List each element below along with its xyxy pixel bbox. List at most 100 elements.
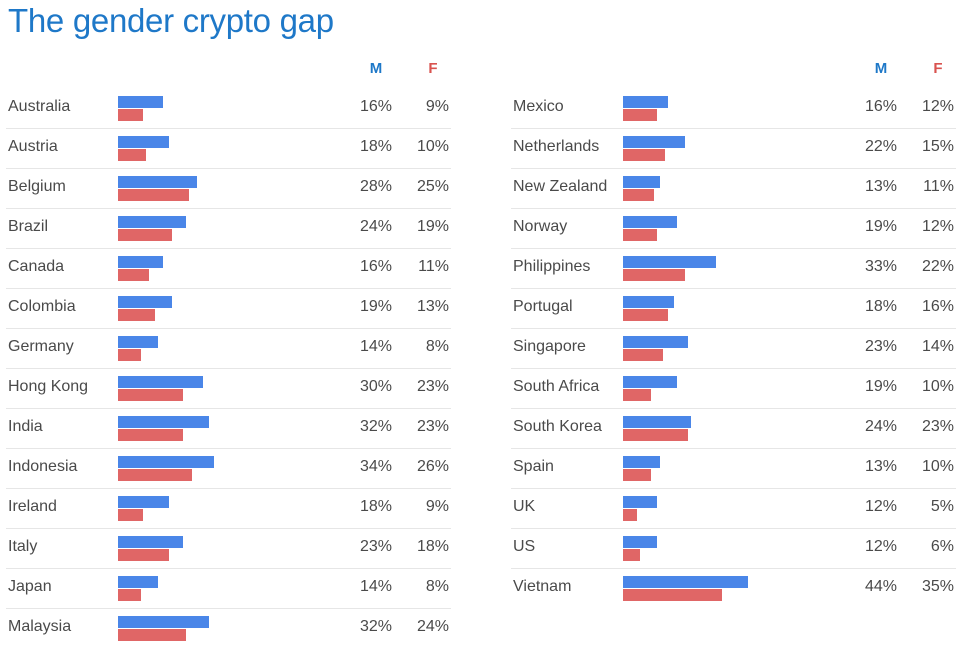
bar-m [623, 176, 660, 188]
country-label: Malaysia [8, 618, 72, 635]
table-row: Canada 16% 11% [6, 249, 451, 289]
value-f: 9% [425, 498, 449, 515]
country-label: Portugal [513, 298, 573, 315]
country-label: Philippines [513, 258, 591, 275]
bar-f [118, 429, 184, 441]
bar-m [118, 336, 158, 348]
bar-m [118, 536, 184, 548]
value-f: 11% [418, 258, 449, 275]
value-f: 10% [921, 458, 954, 475]
bar-m [623, 296, 674, 308]
country-label: Germany [8, 338, 74, 355]
bar-f [623, 269, 686, 281]
bar-f [118, 269, 150, 281]
value-f: 26% [416, 458, 449, 475]
bar-f [118, 389, 184, 401]
bar-f [118, 549, 169, 561]
country-label: Belgium [8, 178, 66, 195]
value-m: 16% [359, 98, 392, 115]
country-label: Japan [8, 578, 52, 595]
bar-f [623, 389, 652, 401]
table-row: Austria 18% 10% [6, 129, 451, 169]
table-row: UK 12% 5% [511, 489, 956, 529]
country-label: New Zealand [513, 178, 608, 195]
bar-f [623, 469, 652, 481]
chart-title: The gender crypto gap [8, 2, 334, 39]
bar-f [118, 629, 186, 641]
table-row: US 12% 6% [511, 529, 956, 569]
country-label: Colombia [8, 298, 76, 315]
bar-m [118, 416, 209, 428]
header-m: M [874, 60, 888, 77]
value-f: 23% [921, 418, 954, 435]
bar-f [118, 309, 155, 321]
bar-m [118, 576, 158, 588]
table-row: Philippines 33% 22% [511, 249, 956, 289]
value-f: 12% [921, 218, 954, 235]
table-row: Hong Kong 30% 23% [6, 369, 451, 409]
value-f: 12% [921, 98, 954, 115]
value-m: 18% [864, 298, 897, 315]
table-row: Italy 23% 18% [6, 529, 451, 569]
value-m: 24% [864, 418, 897, 435]
bar-m [623, 336, 689, 348]
value-f: 18% [416, 538, 449, 555]
bar-m [623, 96, 669, 108]
value-m: 23% [864, 338, 897, 355]
country-label: Australia [8, 98, 71, 115]
bar-m [118, 216, 186, 228]
country-label: Canada [8, 258, 65, 275]
bar-m [118, 456, 215, 468]
bar-f [623, 509, 638, 521]
value-m: 30% [359, 378, 392, 395]
value-m: 14% [359, 338, 392, 355]
bar-m [623, 416, 691, 428]
value-f: 23% [416, 418, 449, 435]
bar-m [118, 176, 198, 188]
bar-m [118, 256, 164, 268]
header-m: M [369, 60, 383, 77]
value-m: 32% [359, 618, 392, 635]
value-f: 10% [921, 378, 954, 395]
value-m: 19% [359, 298, 392, 315]
value-m: 18% [359, 498, 392, 515]
value-f: 8% [425, 338, 449, 355]
bar-m [623, 256, 717, 268]
bar-m [118, 296, 172, 308]
value-f: 10% [416, 138, 449, 155]
header-f: F [428, 60, 438, 77]
country-label: Austria [8, 138, 58, 155]
value-m: 16% [864, 98, 897, 115]
bar-m [623, 376, 677, 388]
value-m: 16% [359, 258, 392, 275]
value-m: 28% [359, 178, 392, 195]
table-row: Portugal 18% 16% [511, 289, 956, 329]
country-label: Brazil [8, 218, 49, 235]
value-m: 33% [864, 258, 897, 275]
bar-m [623, 536, 657, 548]
country-label: India [8, 418, 43, 435]
left-panel: M F Australia 16% 9% Austria 18% 10% Belgium 28% 2… [6, 56, 451, 648]
table-row: India 32% 23% [6, 409, 451, 449]
value-f: 8% [425, 578, 449, 595]
country-label: Ireland [8, 498, 57, 515]
bar-f [118, 189, 189, 201]
bar-f [118, 589, 141, 601]
country-label: Spain [513, 458, 554, 475]
bar-f [623, 349, 663, 361]
value-f: 11% [923, 178, 954, 195]
bar-m [118, 96, 164, 108]
value-f: 23% [416, 378, 449, 395]
value-f: 13% [416, 298, 449, 315]
table-row: South Africa 19% 10% [511, 369, 956, 409]
country-label: Mexico [513, 98, 564, 115]
value-m: 18% [359, 138, 392, 155]
country-label: Netherlands [513, 138, 600, 155]
table-row: Spain 13% 10% [511, 449, 956, 489]
country-label: Hong Kong [8, 378, 89, 395]
value-m: 22% [864, 138, 897, 155]
value-m: 19% [864, 218, 897, 235]
table-row: Australia 16% 9% [6, 89, 451, 129]
